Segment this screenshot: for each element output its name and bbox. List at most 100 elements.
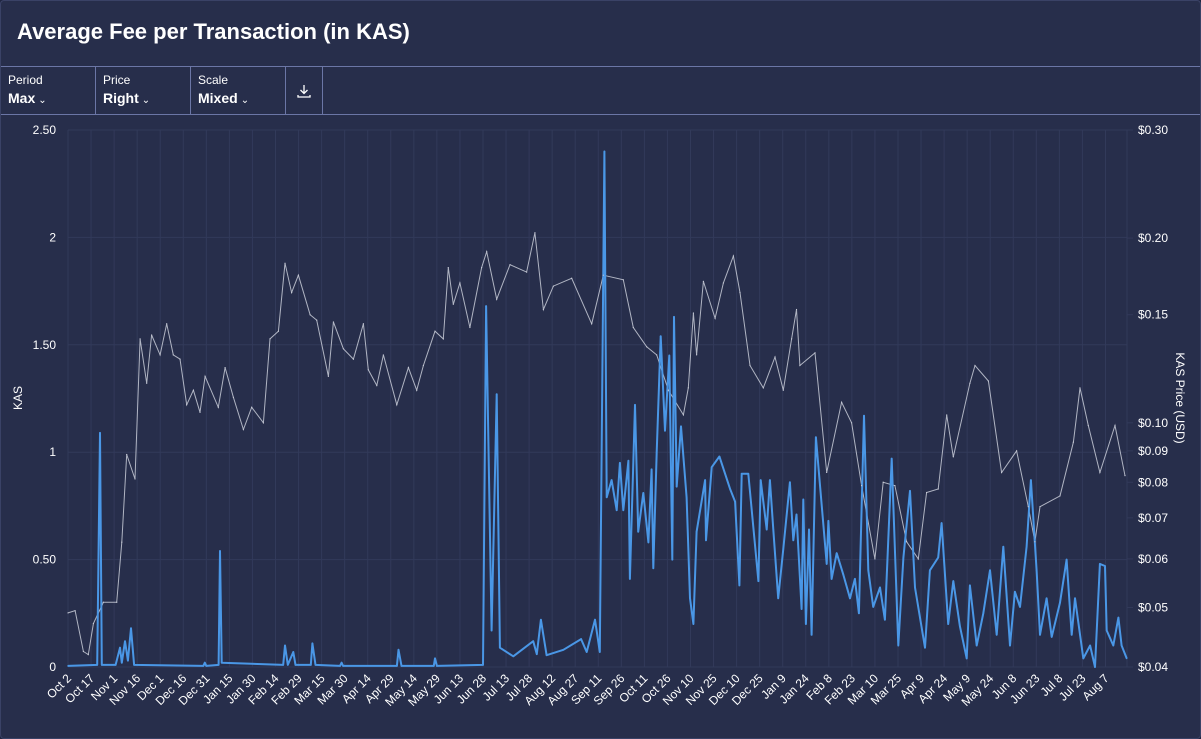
period-value: Max <box>8 90 36 106</box>
fee-data-point <box>292 651 295 653</box>
price-data-point <box>1059 495 1061 497</box>
fee-data-point <box>729 487 731 490</box>
fee-data-point <box>1030 479 1032 481</box>
fee-data-point <box>959 625 961 627</box>
price-data-point <box>526 271 528 273</box>
fee-data-point <box>808 528 810 531</box>
price-data-point <box>969 382 971 384</box>
download-button[interactable] <box>286 67 323 114</box>
fee-data-point <box>286 664 289 666</box>
y-tick-label: 2.50 <box>33 123 57 137</box>
price-data-point <box>102 601 104 603</box>
price-data-point <box>382 354 384 356</box>
price-data-point <box>692 312 695 314</box>
price-data-point <box>974 364 976 367</box>
price-data-point <box>179 358 181 360</box>
fee-data-point <box>664 429 666 432</box>
fee-data-point <box>130 627 132 630</box>
fee-data-point <box>127 659 129 662</box>
period-dropdown[interactable]: Period Max ⌄ <box>1 67 96 114</box>
price-data-point <box>1114 424 1116 427</box>
fee-data-point <box>802 498 805 501</box>
fee-data-point <box>863 414 865 417</box>
fee-data-point <box>203 661 206 664</box>
price-data-point <box>74 610 76 612</box>
fee-data-point <box>795 513 798 516</box>
fee-data-point <box>1112 644 1115 647</box>
fee-data-point <box>902 556 905 559</box>
y2-tick-label: $0.07 <box>1138 511 1168 525</box>
fee-data-point <box>879 586 881 589</box>
chevron-down-icon: ⌄ <box>38 95 47 106</box>
fee-data-point <box>499 646 501 649</box>
fee-data-point <box>1105 629 1108 632</box>
price-data-point <box>342 348 345 350</box>
price-data-point <box>882 481 884 483</box>
price-data-point <box>186 404 188 406</box>
price-data-point <box>791 338 793 340</box>
fee-data-point <box>605 496 608 499</box>
fee-data-point <box>897 644 900 647</box>
price-data-point <box>917 558 919 560</box>
price-data-point <box>1039 506 1041 508</box>
y2-axis-title: KAS Price (USD) <box>1173 352 1187 443</box>
price-data-point <box>151 334 153 336</box>
fee-data-point <box>810 633 813 636</box>
y2-tick-label: $0.30 <box>1138 123 1168 137</box>
fee-data-point <box>1025 545 1028 548</box>
fee-data-point <box>599 651 601 653</box>
fee-data-point <box>689 597 691 600</box>
price-data-point <box>422 364 424 367</box>
fee-data-point <box>482 664 484 666</box>
price-data-point <box>67 612 69 614</box>
price-data-point <box>1000 471 1003 474</box>
fee-data-point <box>634 404 636 406</box>
price-data-point <box>622 279 624 281</box>
chevron-down-icon: ⌄ <box>141 95 151 106</box>
price-dropdown[interactable]: Price Right ⌄ <box>96 67 191 114</box>
fee-data-point <box>495 393 498 396</box>
y2-tick-label: $0.04 <box>1138 660 1168 674</box>
price-data-point <box>251 406 253 408</box>
fee-data-point <box>1094 666 1096 668</box>
price-data-point <box>291 291 293 294</box>
fee-series-line <box>67 150 1128 668</box>
fee-data-point <box>627 459 630 462</box>
price-data-point <box>416 389 418 391</box>
price-data-point <box>496 298 498 300</box>
price-data-point <box>714 317 716 319</box>
fee-data-point <box>1050 636 1053 638</box>
fee-data-point <box>757 580 760 582</box>
fee-data-point <box>740 472 743 475</box>
price-data-point <box>722 282 724 284</box>
price-data-point <box>297 274 299 276</box>
price-data-point <box>696 354 698 356</box>
price-data-point <box>509 264 511 266</box>
fee-data-point <box>67 665 69 667</box>
price-data-point <box>1099 471 1101 474</box>
fee-data-point <box>119 646 121 649</box>
fee-data-point <box>872 606 875 608</box>
price-data-point <box>126 453 128 456</box>
price-data-point <box>762 387 764 389</box>
price-data-point <box>571 277 573 279</box>
scale-dropdown[interactable]: Scale Mixed ⌄ <box>191 67 286 114</box>
price-data-point <box>667 389 669 391</box>
chart-toolbar: Period Max ⌄ Price Right ⌄ Scale Mixed ⌄ <box>1 66 1200 115</box>
y2-tick-label: $0.08 <box>1138 475 1168 489</box>
price-data-point <box>459 282 461 284</box>
fee-data-point <box>1082 657 1085 660</box>
fee-data-point <box>947 623 950 625</box>
fee-data-point <box>673 316 675 318</box>
price-data-point <box>362 323 365 325</box>
fee-data-point <box>1009 644 1011 647</box>
price-data-point <box>192 389 195 391</box>
fee-data-point <box>217 664 220 666</box>
price-data-point <box>204 375 206 378</box>
fee-data-point <box>909 490 911 492</box>
fee-data-point <box>619 462 621 464</box>
fee-data-point <box>940 522 943 524</box>
fee-data-point <box>1002 545 1005 548</box>
fee-data-point <box>1120 644 1123 647</box>
fee-data-point <box>490 629 493 632</box>
